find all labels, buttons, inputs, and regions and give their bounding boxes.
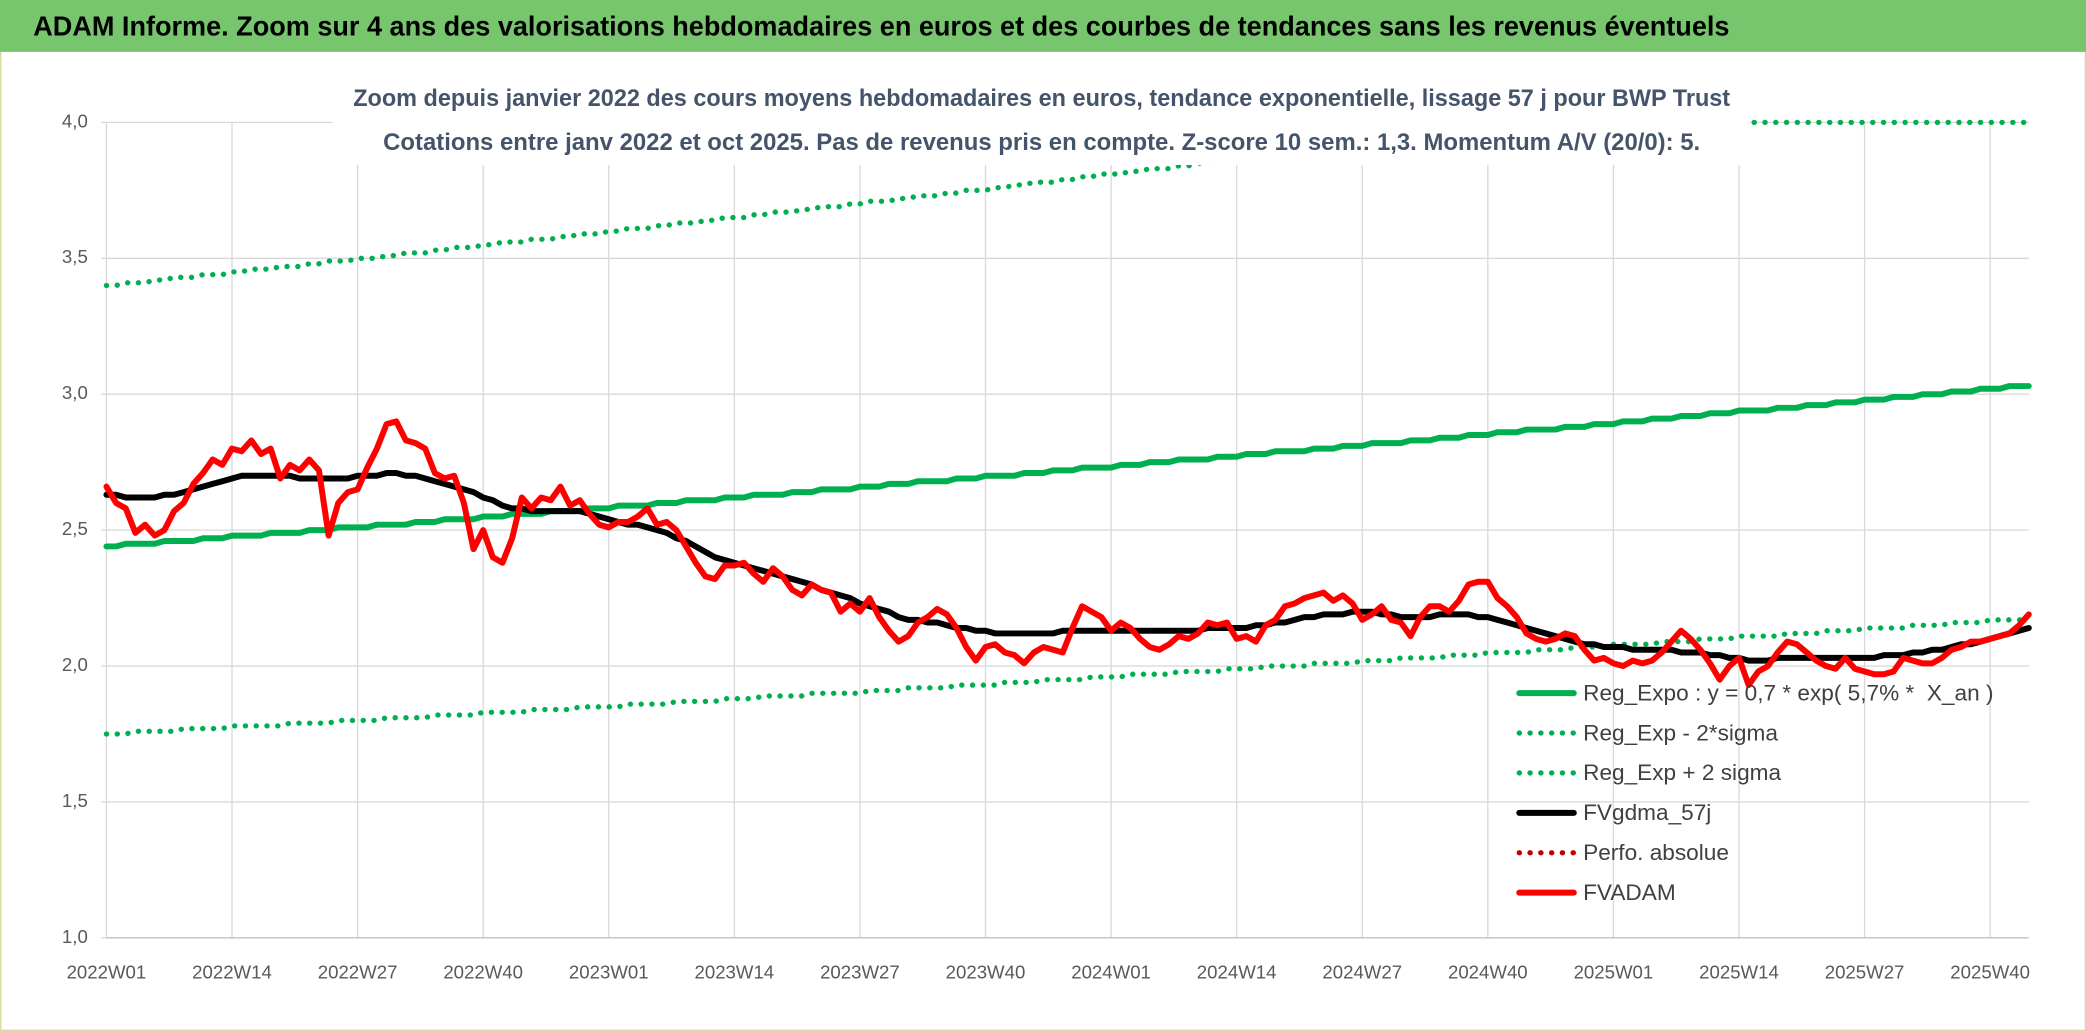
y-tick-label: 3,5 — [62, 246, 88, 267]
x-tick-label: 2025W14 — [1699, 962, 1779, 983]
series-line — [103, 470, 2032, 664]
legend-label: Perfo. absolue — [1583, 840, 1729, 865]
x-tick-label: 2024W01 — [1071, 962, 1151, 983]
x-tick-label: 2022W14 — [192, 962, 272, 983]
x-tick-label: 2023W14 — [695, 962, 775, 983]
chart-subtitle: Cotations entre janv 2022 et oct 2025. P… — [383, 129, 1700, 156]
series-line — [103, 119, 2032, 289]
x-tick-label: 2025W27 — [1825, 962, 1905, 983]
subtitle-box — [332, 77, 1750, 165]
x-tick-label: 2024W14 — [1197, 962, 1277, 983]
legend-label: FVgdma_57j — [1583, 800, 1711, 825]
y-tick-label: 1,5 — [62, 790, 88, 811]
x-tick-label: 2023W01 — [569, 962, 649, 983]
x-tick-label: 2023W40 — [946, 962, 1026, 983]
x-tick-label: 2025W01 — [1574, 962, 1654, 983]
x-tick-label: 2024W40 — [1448, 962, 1528, 983]
x-tick-label: 2022W40 — [443, 962, 523, 983]
series-line — [103, 418, 2032, 689]
x-tick-label: 2022W01 — [67, 962, 147, 983]
legend-label: Reg_Expo : y = 0,7 * exp( 5,7% * X_an ) — [1583, 680, 1993, 705]
chart-subtitle: Zoom depuis janvier 2022 des cours moyen… — [353, 85, 1730, 112]
y-tick-label: 2,0 — [62, 654, 88, 675]
legend-label: FVADAM — [1583, 880, 1676, 905]
series-line — [103, 617, 2032, 737]
legend-label: Reg_Exp - 2*sigma — [1583, 720, 1778, 745]
x-tick-label: 2024W27 — [1322, 962, 1402, 983]
x-tick-label: 2025W40 — [1950, 962, 2030, 983]
header-band — [0, 0, 2086, 52]
y-tick-label: 2,5 — [62, 518, 88, 539]
y-tick-label: 4,0 — [62, 110, 88, 131]
legend: Reg_Expo : y = 0,7 * exp( 5,7% * X_an ) R… — [1516, 680, 1993, 905]
chart-title: ADAM Informe. Zoom sur 4 ans des valoris… — [33, 10, 1729, 41]
series-line — [103, 383, 2032, 550]
legend-label: Reg_Exp + 2 sigma — [1583, 760, 1781, 785]
x-tick-label: 2023W27 — [820, 962, 900, 983]
y-tick-label: 3,0 — [62, 382, 88, 403]
plot-area: 1,0 1,5 2,0 2,5 3,0 3,5 4,0 2022W01 2022W14 2022W… — [62, 110, 2032, 983]
y-tick-label: 1,0 — [62, 926, 88, 947]
x-tick-label: 2022W27 — [318, 962, 398, 983]
